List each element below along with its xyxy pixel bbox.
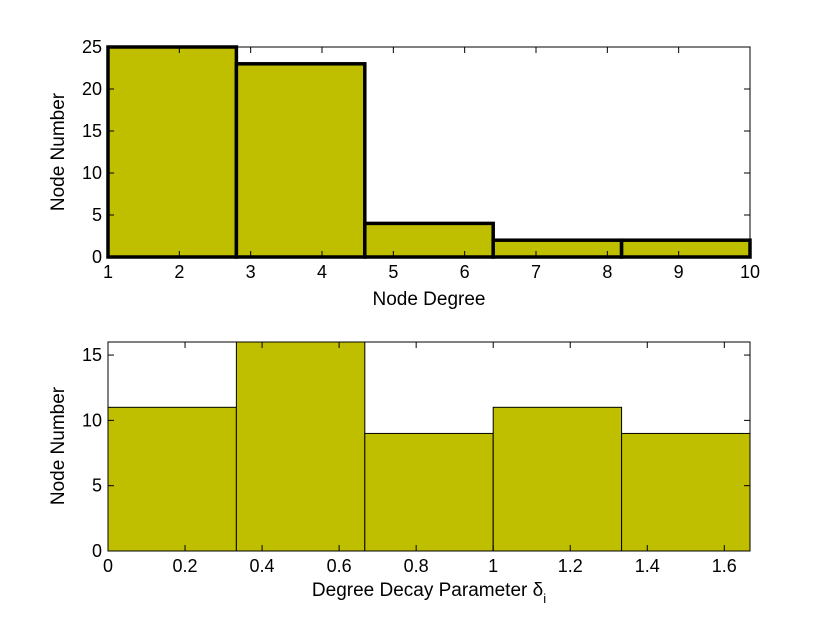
x-tick-label: 5 xyxy=(388,262,398,282)
histogram-bar xyxy=(107,406,237,552)
y-tick-label: 20 xyxy=(82,79,102,99)
x-tick-label: 3 xyxy=(246,262,256,282)
x-tick-label: 1 xyxy=(488,556,498,576)
degree-decay-histogram: 0 0.2 0.4 0.6 0.8 1 1.2 1.4 1.6 0 5 10 15 Degree De… xyxy=(48,341,751,606)
histogram-bar xyxy=(106,45,239,259)
x-tick-label: 0.2 xyxy=(173,556,198,576)
y-tick-label: 10 xyxy=(82,163,102,183)
y-tick-label: 15 xyxy=(82,345,102,365)
x-tick-label: 1 xyxy=(103,262,113,282)
histogram-bar xyxy=(492,406,623,552)
histogram-bar xyxy=(619,238,752,259)
x-tick-label: 1.2 xyxy=(558,556,583,576)
x-tick-label: 0 xyxy=(103,556,113,576)
axes-box xyxy=(107,341,751,552)
x-tick-label: 6 xyxy=(460,262,470,282)
y-tick-label: 5 xyxy=(92,205,102,225)
x-tick-label: 4 xyxy=(317,262,327,282)
x-tick-label: 9 xyxy=(674,262,684,282)
x-axis-label: Degree Decay Parameter δi xyxy=(312,580,546,606)
histogram-bar xyxy=(364,432,494,552)
y-axis-label: Node Number xyxy=(48,386,69,505)
y-tick-label: 25 xyxy=(82,37,102,57)
x-tick-label: 0.8 xyxy=(404,556,429,576)
x-ticks: 0 0.2 0.4 0.6 0.8 1 1.2 1.4 1.6 xyxy=(103,342,737,576)
x-tick-label: 7 xyxy=(531,262,541,282)
bars xyxy=(106,45,752,259)
x-ticks: 1 2 3 4 5 6 7 8 9 10 xyxy=(103,47,760,282)
y-tick-label: 15 xyxy=(82,121,102,141)
y-ticks: 0 5 10 15 xyxy=(82,345,750,561)
x-tick-label: 1.6 xyxy=(712,556,737,576)
x-tick-label: 1.4 xyxy=(635,556,660,576)
x-axis-label: Node Degree xyxy=(372,289,485,310)
x-tick-label: 0.4 xyxy=(250,556,275,576)
x-tick-label: 0.6 xyxy=(327,556,352,576)
x-tick-label: 10 xyxy=(740,262,760,282)
histogram-bar xyxy=(234,62,367,259)
x-axis-label-main: Degree Decay Parameter δ xyxy=(312,580,543,601)
y-ticks: 0 5 10 15 20 25 xyxy=(82,37,750,267)
x-axis-label-subscript: i xyxy=(543,591,546,606)
y-tick-label: 5 xyxy=(92,476,102,496)
histogram-bar xyxy=(621,432,751,552)
y-axis-label: Node Number xyxy=(48,92,69,211)
x-tick-label: 8 xyxy=(602,262,612,282)
histogram-bar xyxy=(235,341,366,552)
x-tick-label: 2 xyxy=(174,262,184,282)
node-degree-histogram: 1 2 3 4 5 6 7 8 9 10 0 5 10 15 20 25 Node Degree Node … xyxy=(48,37,760,310)
axes-box xyxy=(107,46,751,258)
y-tick-label: 0 xyxy=(92,541,102,561)
histogram-bar xyxy=(363,221,495,259)
y-tick-label: 10 xyxy=(82,410,102,430)
y-tick-label: 0 xyxy=(92,247,102,267)
histogram-bar xyxy=(491,238,624,259)
